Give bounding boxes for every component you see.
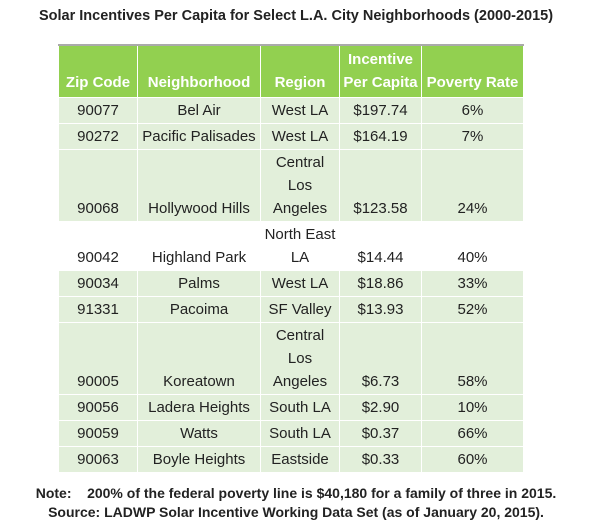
table-cell: 90077: [58, 97, 138, 124]
table-cell: Central Los Angeles: [260, 322, 340, 395]
table-cell: 58%: [421, 322, 524, 395]
table-cell: 90042: [58, 221, 138, 271]
table-cell: Highland Park: [137, 221, 261, 271]
table-cell: Pacific Palisades: [137, 123, 261, 150]
table-cell: 60%: [421, 446, 524, 473]
table-cell: $164.19: [339, 123, 422, 150]
table-cell: 90272: [58, 123, 138, 150]
note-line: Note: 200% of the federal poverty line i…: [35, 485, 557, 501]
table-row: 90034 Palms West LA $18.86 33%: [58, 270, 524, 297]
column-header: Poverty Rate: [421, 44, 524, 98]
column-header: Region: [260, 44, 340, 98]
table-cell: $13.93: [339, 296, 422, 323]
table-cell: 90068: [58, 149, 138, 222]
table-cell: SF Valley: [260, 296, 340, 323]
table-cell: $14.44: [339, 221, 422, 271]
table-cell: 40%: [421, 221, 524, 271]
table-cell: Boyle Heights: [137, 446, 261, 473]
table-cell: Pacoima: [137, 296, 261, 323]
table-cell: 10%: [421, 394, 524, 421]
table-cell: West LA: [260, 123, 340, 150]
table-row: 90272 Pacific Palisades West LA $164.19 7%: [58, 123, 524, 150]
table-cell: $18.86: [339, 270, 422, 297]
table-row: 90056 Ladera Heights South LA $2.90 10%: [58, 394, 524, 421]
table-cell: West LA: [260, 270, 340, 297]
header-row: Zip Code Neighborhood Region Incentive Per …: [58, 44, 524, 98]
table-cell: 24%: [421, 149, 524, 222]
notes: Note: 200% of the federal poverty line i…: [0, 484, 592, 522]
table-cell: $0.33: [339, 446, 422, 473]
table-cell: 90059: [58, 420, 138, 447]
table-cell: 7%: [421, 123, 524, 150]
table-cell: South LA: [260, 394, 340, 421]
table-row: 90077 Bel Air West LA $197.74 6%: [58, 97, 524, 124]
table-cell: Ladera Heights: [137, 394, 261, 421]
table-row: 90005 Koreatown Central Los Angeles $6.73 58…: [58, 322, 524, 395]
table-cell: Bel Air: [137, 97, 261, 124]
table-cell: Watts: [137, 420, 261, 447]
table-cell: Hollywood Hills: [137, 149, 261, 222]
column-header: Zip Code: [58, 44, 138, 98]
table-cell: North East LA: [260, 221, 340, 271]
table-cell: $197.74: [339, 97, 422, 124]
table-cell: $123.58: [339, 149, 422, 222]
table-title: Solar Incentives Per Capita for Select L…: [38, 8, 554, 24]
table-cell: 90005: [58, 322, 138, 395]
data-table: Zip Code Neighborhood Region Incentive Per …: [58, 44, 524, 473]
table-cell: $6.73: [339, 322, 422, 395]
table-cell: $2.90: [339, 394, 422, 421]
table-row: 90059 Watts South LA $0.37 66%: [58, 420, 524, 447]
table-row: 90042 Highland Park North East LA $14.44 40%: [58, 221, 524, 271]
table-cell: 90063: [58, 446, 138, 473]
table-cell: 90034: [58, 270, 138, 297]
table-cell: $0.37: [339, 420, 422, 447]
table-cell: 66%: [421, 420, 524, 447]
table-cell: South LA: [260, 420, 340, 447]
table-cell: 91331: [58, 296, 138, 323]
note-line: Source: LADWP Solar Incentive Working Da…: [48, 504, 544, 520]
table-cell: 33%: [421, 270, 524, 297]
table-cell: 52%: [421, 296, 524, 323]
table-row: 90068 Hollywood Hills Central Los Angeles $…: [58, 149, 524, 222]
table-row: 90063 Boyle Heights Eastside $0.33 60%: [58, 446, 524, 473]
table-cell: West LA: [260, 97, 340, 124]
table-cell: 90056: [58, 394, 138, 421]
table-cell: Koreatown: [137, 322, 261, 395]
table-cell: Eastside: [260, 446, 340, 473]
table-cell: Palms: [137, 270, 261, 297]
table-row: 91331 Pacoima SF Valley $13.93 52%: [58, 296, 524, 323]
table-cell: 6%: [421, 97, 524, 124]
table-cell: Central Los Angeles: [260, 149, 340, 222]
column-header: Neighborhood: [137, 44, 261, 98]
column-header: Incentive Per Capita: [339, 44, 422, 98]
